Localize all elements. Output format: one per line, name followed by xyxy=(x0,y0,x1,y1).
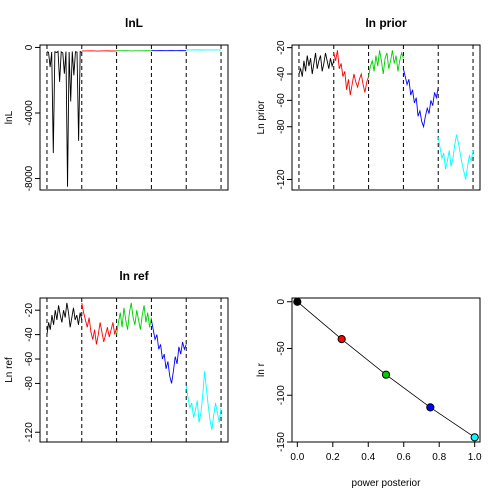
y-tick-label: -4000 xyxy=(24,100,35,126)
data-point-green xyxy=(381,370,391,379)
series-trace-red xyxy=(81,302,118,345)
series-trace-cyan xyxy=(437,134,474,180)
x-tick-label: 0.2 xyxy=(326,452,340,463)
chart-title: ln ref xyxy=(119,269,149,283)
series-trace-blue xyxy=(150,319,187,384)
x-tick-label: 1.0 xyxy=(468,452,482,463)
data-point-blue xyxy=(426,403,435,412)
x-tick-label: 0.4 xyxy=(361,452,375,463)
series-trace-cyan xyxy=(185,371,222,430)
y-tick-label: -20 xyxy=(276,40,287,55)
y-tick-label: -40 xyxy=(276,66,287,81)
y-tick-label: -40 xyxy=(24,327,35,342)
chart-title: lnL xyxy=(125,16,143,30)
series-trace-blue xyxy=(402,68,439,129)
series-trace-red xyxy=(333,50,370,96)
data-point-black xyxy=(293,297,302,306)
series-trace-green xyxy=(368,50,404,77)
y-tick-label: -50 xyxy=(276,341,287,356)
y-tick-label: -60 xyxy=(276,93,287,108)
panel-1: lnL 0 -4000 -8000 lnL xyxy=(4,16,229,191)
x-axis-label: power posterior xyxy=(352,478,422,489)
y-tick-label: -150 xyxy=(276,432,287,452)
plot-frame xyxy=(291,44,481,191)
y-tick-label: -8000 xyxy=(24,165,35,191)
x-tick-label: 0.8 xyxy=(432,452,446,463)
y-tick-label: 0 xyxy=(24,44,35,50)
y-tick-label: -80 xyxy=(276,119,287,134)
y-axis-label: Ln ref xyxy=(4,357,15,383)
y-tick-label: -120 xyxy=(24,422,35,442)
plot-frame xyxy=(291,297,481,443)
chart-title: ln prior xyxy=(365,16,407,30)
panel-2: ln prior -20 -40 -60 -80 -120 Ln prior xyxy=(256,16,481,191)
y-tick-label: -100 xyxy=(276,385,287,405)
series-trace-green xyxy=(116,302,152,335)
y-axis-label: lnL xyxy=(4,110,15,124)
panel-3: ln ref -20 -40 -60 -80 -120 Ln ref xyxy=(4,269,229,443)
series-trace-black xyxy=(46,302,83,335)
series-trace-black xyxy=(298,52,335,77)
series-trace-black xyxy=(46,50,82,187)
plot-frame xyxy=(39,297,229,443)
panel-4: 0 -50 -100 -150 ln r 0.0 0.2 0.4 0.6 0.8 1.0 power … xyxy=(256,297,482,489)
data-point-cyan xyxy=(470,433,479,442)
y-axis-label: ln r xyxy=(256,362,267,377)
data-point-red xyxy=(337,335,346,344)
y-tick-label: -80 xyxy=(24,376,35,391)
y-tick-label: -60 xyxy=(24,351,35,366)
plot-frame xyxy=(39,44,229,191)
y-tick-label: -120 xyxy=(276,169,287,189)
y-tick-label: -20 xyxy=(24,303,35,318)
x-tick-label: 0.6 xyxy=(397,452,411,463)
y-tick-label: 0 xyxy=(276,299,287,305)
y-axis-label: Ln prior xyxy=(256,100,267,135)
x-tick-label: 0.0 xyxy=(290,452,304,463)
